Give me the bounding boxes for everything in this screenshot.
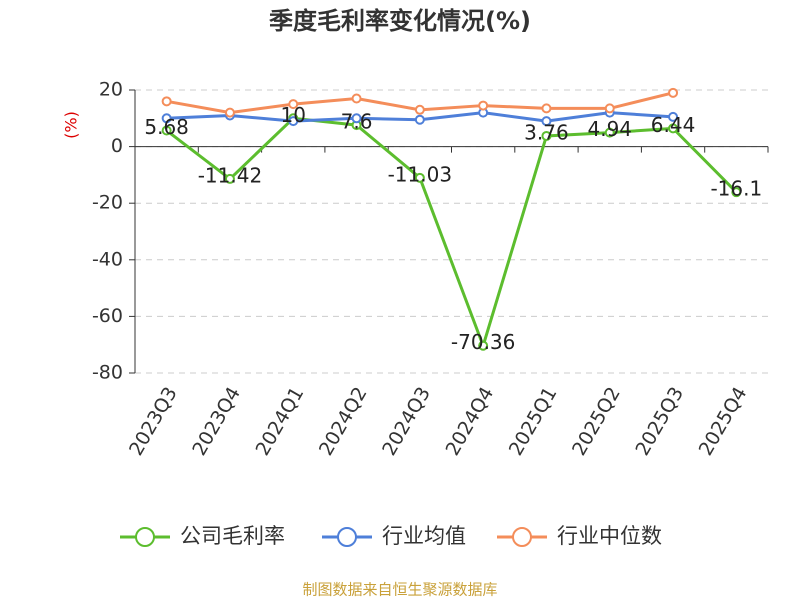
point-marker <box>541 130 552 141</box>
x-tick-label: 2024Q1 <box>252 383 309 459</box>
y-tick-label: -80 <box>92 362 123 384</box>
y-tick-label: -40 <box>92 248 123 270</box>
legend-label: 行业均值 <box>382 524 466 548</box>
data-label: 6.44 <box>651 113 696 137</box>
x-tick-label: 2025Q3 <box>631 383 688 459</box>
series-line <box>165 116 738 351</box>
point-marker <box>414 172 425 183</box>
x-tick-label: 2024Q2 <box>315 383 372 459</box>
x-tick-label: 2023Q3 <box>125 383 182 459</box>
chart-title: 季度毛利率变化情况(%) <box>269 7 531 35</box>
data-label: 4.94 <box>587 117 632 141</box>
point-marker <box>478 100 489 111</box>
x-tick-label: 2024Q3 <box>378 383 435 459</box>
point-marker <box>478 340 489 351</box>
legend-marker <box>135 527 155 547</box>
point-marker <box>351 113 362 124</box>
point-marker <box>351 93 362 104</box>
point-marker <box>414 114 425 125</box>
legend-label: 行业中位数 <box>557 524 662 548</box>
data-label: 3.76 <box>524 120 569 144</box>
legend-label: 公司毛利率 <box>180 524 285 548</box>
point-marker <box>604 103 615 114</box>
point-marker <box>668 111 679 122</box>
point-marker <box>161 113 172 124</box>
point-marker <box>414 104 425 115</box>
data-label: -11.42 <box>198 163 262 187</box>
point-marker <box>668 123 679 134</box>
point-marker <box>541 116 552 127</box>
x-tick-label: 2024Q4 <box>441 383 498 459</box>
point-marker <box>288 99 299 110</box>
point-marker <box>224 107 235 118</box>
x-tick-label: 2023Q4 <box>188 383 245 459</box>
point-marker <box>668 87 679 98</box>
data-label: -11.03 <box>388 162 452 186</box>
legend-marker <box>512 527 532 547</box>
point-marker <box>541 103 552 114</box>
y-tick-label: -20 <box>92 192 123 214</box>
x-tick-label: 2025Q4 <box>695 383 752 459</box>
point-marker <box>224 173 235 184</box>
point-marker <box>288 116 299 127</box>
point-marker <box>161 125 172 136</box>
data-label: -16.1 <box>710 177 762 201</box>
y-tick-label: -60 <box>92 305 123 327</box>
point-marker <box>161 96 172 107</box>
data-label: 10 <box>281 103 306 127</box>
y-tick-label: 0 <box>111 135 123 157</box>
data-label: 5.68 <box>144 115 189 139</box>
data-label: 7.6 <box>341 110 373 134</box>
x-tick-label: 2025Q2 <box>568 383 625 459</box>
legend-marker <box>337 527 357 547</box>
point-marker <box>604 127 615 138</box>
x-tick-label: 2025Q1 <box>505 383 562 459</box>
source-note: 制图数据来自恒生聚源数据库 <box>302 581 497 599</box>
data-label: -70.36 <box>451 330 515 354</box>
y-tick-label: 20 <box>99 79 123 101</box>
y-axis-label: (%) <box>62 111 81 139</box>
point-marker <box>731 187 742 198</box>
